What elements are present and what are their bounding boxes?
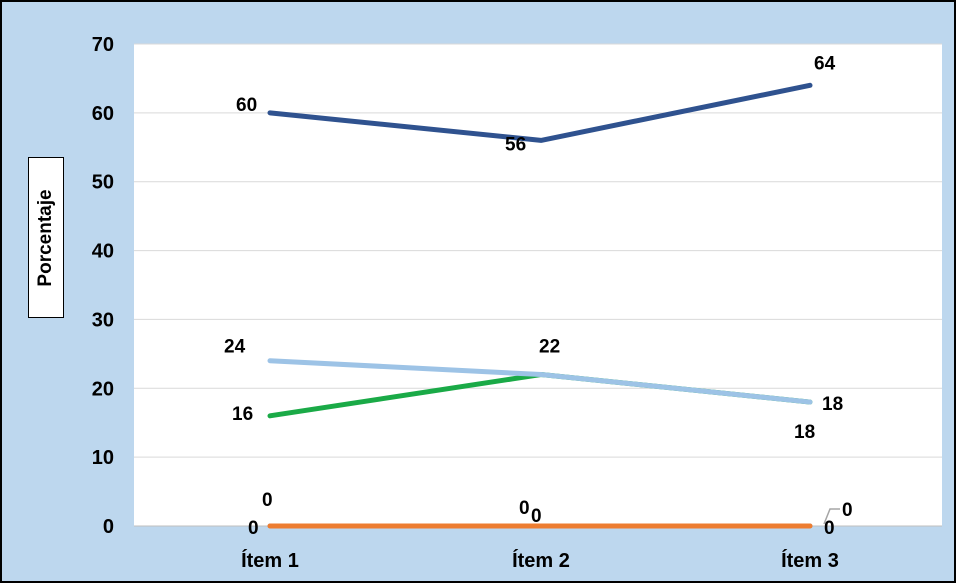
- x-tick-label: Ítem 2: [512, 549, 570, 572]
- data-label: 0: [842, 500, 853, 521]
- data-label: 60: [236, 95, 257, 116]
- x-tick-label: Ítem 3: [781, 549, 839, 572]
- y-tick-label: 50: [92, 172, 114, 194]
- leader-line: [823, 508, 840, 525]
- data-label: 18: [794, 422, 815, 443]
- x-axis-ticks: Ítem 1 Ítem 2 Ítem 3: [241, 549, 839, 572]
- y-tick-label: 40: [92, 241, 114, 263]
- data-label: 24: [224, 337, 246, 358]
- data-label: 64: [814, 53, 836, 74]
- y-tick-label: 30: [92, 309, 114, 331]
- series-lines: [267, 82, 840, 529]
- data-label: 18: [822, 394, 843, 415]
- y-tick-label: 10: [92, 447, 114, 469]
- data-label: 22: [539, 337, 560, 358]
- y-tick-label: 0: [103, 516, 114, 538]
- data-label: 0: [519, 498, 530, 519]
- series-line: [267, 358, 813, 405]
- data-label: 56: [505, 134, 526, 155]
- series-line: [267, 82, 813, 143]
- y-tick-label: 20: [92, 378, 114, 400]
- plot-area: [134, 44, 942, 526]
- data-label: 16: [232, 404, 253, 425]
- data-label: 0: [248, 518, 259, 539]
- y-axis-ticks: 0 10 20 30 40 50 60 70: [92, 34, 114, 538]
- data-label: 0: [824, 518, 835, 539]
- y-tick-label: 60: [92, 103, 114, 125]
- data-label: 0: [262, 490, 273, 511]
- data-label: 0: [531, 506, 542, 527]
- y-axis-title: Porcentaje: [35, 188, 56, 287]
- y-axis-title-box: Porcentaje: [28, 157, 64, 318]
- x-tick-label: Ítem 1: [241, 549, 299, 572]
- y-tick-label: 70: [92, 34, 114, 56]
